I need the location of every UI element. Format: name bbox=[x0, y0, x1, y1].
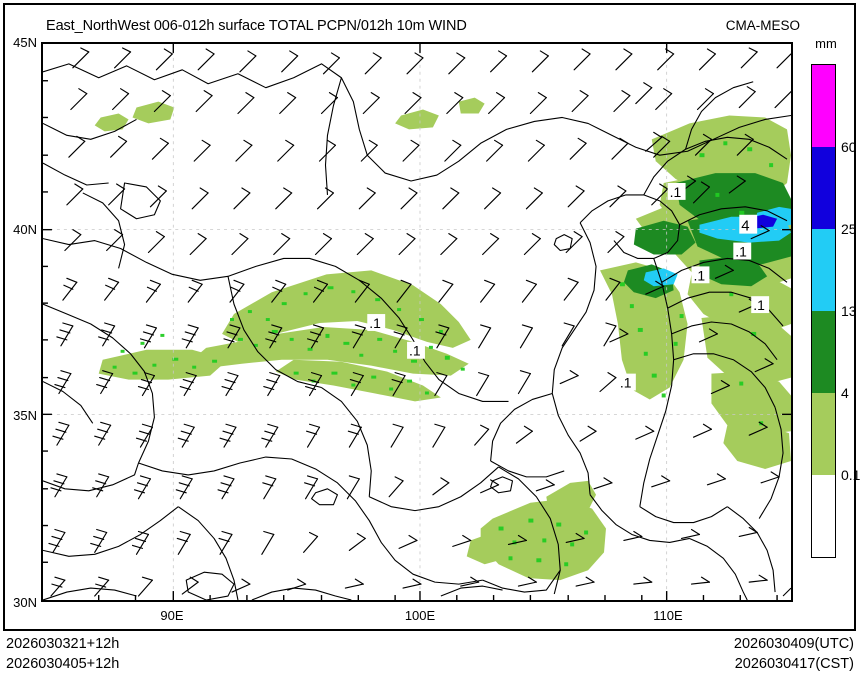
colorbar bbox=[811, 64, 836, 558]
model-label: CMA-MESO bbox=[725, 18, 800, 33]
lon-label-90e: 90E bbox=[160, 608, 184, 623]
lat-label-30n: 30N bbox=[13, 595, 37, 610]
lat-label-40n: 40N bbox=[13, 222, 37, 237]
lat-label-45n: 45N bbox=[13, 35, 37, 50]
colorbar-tick-25: 25 bbox=[841, 221, 857, 237]
axis-ticks bbox=[43, 44, 791, 600]
page-title: East_NorthWest 006-012h surface TOTAL PC… bbox=[46, 18, 467, 34]
colorbar-band-60plus bbox=[812, 65, 835, 147]
contour-label: .1 bbox=[667, 183, 686, 200]
svg-text:.1: .1 bbox=[620, 375, 632, 391]
grid-lines bbox=[43, 44, 791, 600]
colorbar-tick-4: 4 bbox=[841, 385, 849, 401]
footer-init-time-utc: 2026030321+12h bbox=[6, 636, 120, 652]
colorbar-band-0-01 bbox=[812, 475, 835, 557]
svg-text:.1: .1 bbox=[369, 315, 381, 331]
colorbar-band-13-25 bbox=[812, 229, 835, 311]
footer-valid-time-cst: 2026030417(CST) bbox=[734, 656, 854, 672]
map-canvas: .1 .1 .1 .1 4 .1 .1 .1 bbox=[43, 44, 791, 600]
svg-text:.1: .1 bbox=[694, 267, 706, 283]
wind-barbs bbox=[48, 47, 791, 597]
colorbar-tick-13: 13 bbox=[841, 303, 857, 319]
colorbar-band-4-13 bbox=[812, 311, 835, 393]
colorbar-band-25-60 bbox=[812, 147, 835, 229]
footer-valid-time-utc: 2026030409(UTC) bbox=[733, 636, 854, 652]
svg-text:.1: .1 bbox=[735, 243, 747, 259]
map-plot-area: .1 .1 .1 .1 4 .1 .1 .1 bbox=[41, 42, 793, 602]
precip-speckle-layer bbox=[112, 141, 774, 567]
colorbar-band-01-4 bbox=[812, 393, 835, 475]
contour-label: .1 bbox=[617, 373, 636, 391]
lon-label-100e: 100E bbox=[404, 608, 436, 623]
footer-init-time-cst: 2026030405+12h bbox=[6, 656, 120, 672]
svg-text:4: 4 bbox=[741, 219, 749, 235]
contour-label: .1 bbox=[367, 314, 386, 331]
contour-label: .1 bbox=[733, 242, 752, 259]
svg-text:.1: .1 bbox=[409, 343, 421, 359]
lon-label-110e: 110E bbox=[653, 608, 683, 623]
svg-text:.1: .1 bbox=[753, 297, 765, 313]
colorbar-tick-01: 0.1 bbox=[841, 467, 860, 483]
contour-label: .1 bbox=[751, 296, 770, 313]
colorbar-tick-60: 60 bbox=[841, 139, 857, 155]
contour-label: .1 bbox=[407, 341, 425, 359]
lat-label-35n: 35N bbox=[13, 408, 37, 423]
contour-label: 4 bbox=[739, 214, 758, 235]
svg-text:.1: .1 bbox=[670, 184, 682, 200]
map-boundaries bbox=[43, 63, 791, 600]
colorbar-unit-label: mm bbox=[815, 36, 837, 51]
contour-label: .1 bbox=[691, 266, 710, 283]
contour-labels: .1 .1 .1 .1 4 .1 .1 .1 bbox=[367, 183, 770, 391]
